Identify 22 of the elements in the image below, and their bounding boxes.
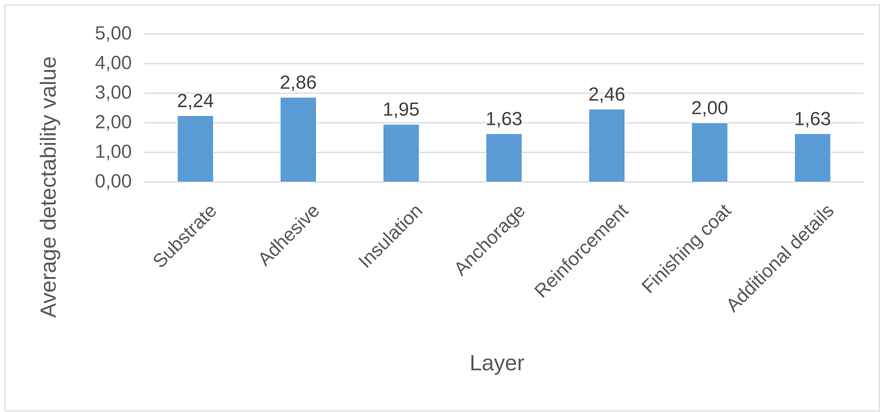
data-label: 2,46 <box>589 87 624 103</box>
bar <box>486 133 522 182</box>
y-tick-label: 3,00 <box>96 85 132 102</box>
y-tick-label: 5,00 <box>96 26 132 42</box>
bar <box>177 115 214 182</box>
bar <box>588 108 626 182</box>
data-label: 1,63 <box>487 112 522 128</box>
y-tick-label: 0,00 <box>96 174 132 190</box>
y-tick-label: 4,00 <box>95 56 132 72</box>
data-label: 2,86 <box>280 76 316 92</box>
data-label: 1,63 <box>796 112 830 128</box>
bar <box>691 122 728 182</box>
y-tick-label: 1,00 <box>96 144 132 160</box>
data-label: 1,95 <box>384 102 419 118</box>
data-label: 2,24 <box>178 94 214 110</box>
y-tick-label: 2,00 <box>96 114 132 131</box>
bar <box>382 124 420 182</box>
bar <box>794 133 831 182</box>
x-axis-title: Layer <box>471 355 524 375</box>
y-axis-title: Average detectability value <box>40 57 60 318</box>
data-label: 2,00 <box>692 100 728 117</box>
bar <box>280 97 317 182</box>
